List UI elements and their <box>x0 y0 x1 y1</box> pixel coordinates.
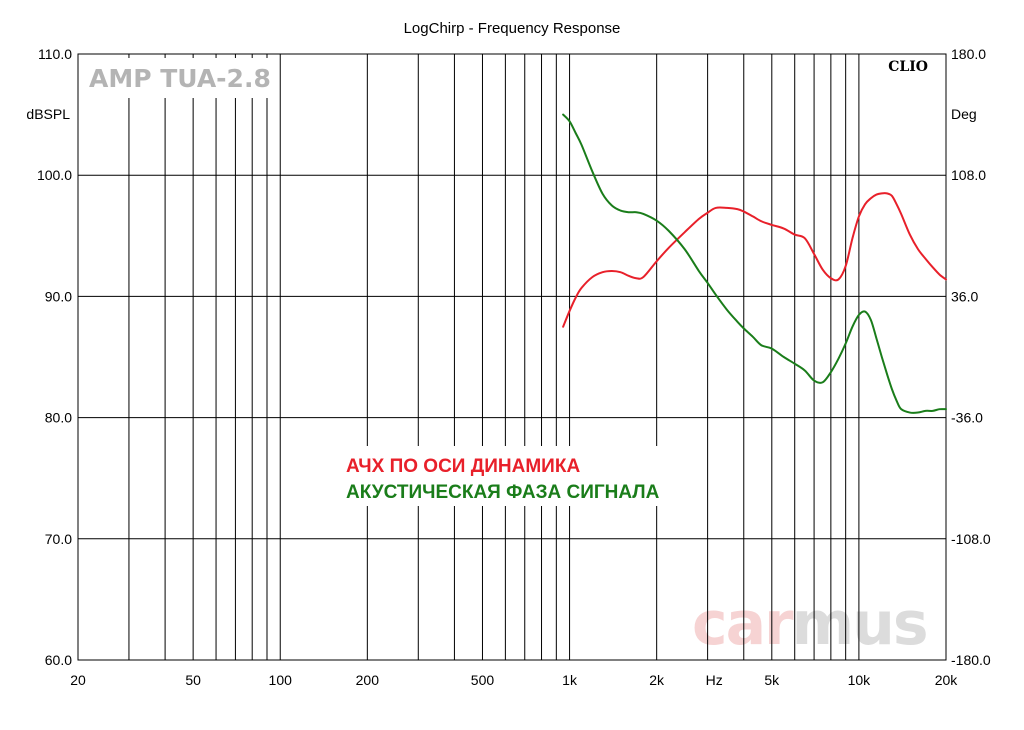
carmus-watermark: carmus <box>692 589 927 659</box>
chart-title: LogChirp - Frequency Response <box>404 20 621 37</box>
x-tick-label: 200 <box>356 672 380 688</box>
x-axis-label: Hz <box>706 672 723 688</box>
x-tick-label: 5k <box>764 672 780 688</box>
y-right-tick-label: 108.0 <box>951 167 986 183</box>
y-right-tick-label: 36.0 <box>951 288 978 304</box>
y-right-tick-label: -108.0 <box>951 531 991 547</box>
x-tick-label: 2k <box>649 672 665 688</box>
y-right-tick-label: 180.0 <box>951 46 986 62</box>
x-tick-label: 1k <box>562 672 578 688</box>
device-label-box <box>83 58 279 98</box>
clio-logo: CLIO <box>888 59 928 75</box>
device-label: AMP TUA-2.8 <box>89 64 271 93</box>
frequency-response-series-line <box>562 192 947 328</box>
y-left-axis-label: dBSPL <box>26 106 70 122</box>
y-left-tick-label: 110.0 <box>38 46 72 62</box>
x-tick-label: 20 <box>70 672 86 688</box>
x-tick-label: 100 <box>269 672 293 688</box>
acoustic-phase-series-line <box>562 113 947 414</box>
annotation-box: АЧХ ПО ОСИ ДИНАМИКА АКУСТИЧЕСКАЯ ФАЗА СИ… <box>338 446 678 506</box>
x-tick-label: 10k <box>848 672 872 688</box>
x-tick-label: 50 <box>185 672 201 688</box>
y-right-tick-label: -180.0 <box>951 652 991 668</box>
y-left-tick-label: 70.0 <box>45 531 72 547</box>
y-left-tick-label: 60.0 <box>45 652 72 668</box>
x-tick-label: 20k <box>935 672 959 688</box>
annotation-acoustic-phase: АКУСТИЧЕСКАЯ ФАЗА СИГНАЛА <box>346 482 660 503</box>
y-right-tick-label: -36.0 <box>951 410 983 426</box>
annotation-frequency-response: АЧХ ПО ОСИ ДИНАМИКА <box>346 456 580 477</box>
y-right-axis-label: Deg <box>951 106 977 122</box>
plot-frame <box>77 53 947 661</box>
y-left-tick-label: 90.0 <box>45 288 72 304</box>
y-left-tick-label: 100.0 <box>37 167 72 183</box>
y-left-tick-label: 80.0 <box>45 410 72 426</box>
x-tick-label: 500 <box>471 672 495 688</box>
